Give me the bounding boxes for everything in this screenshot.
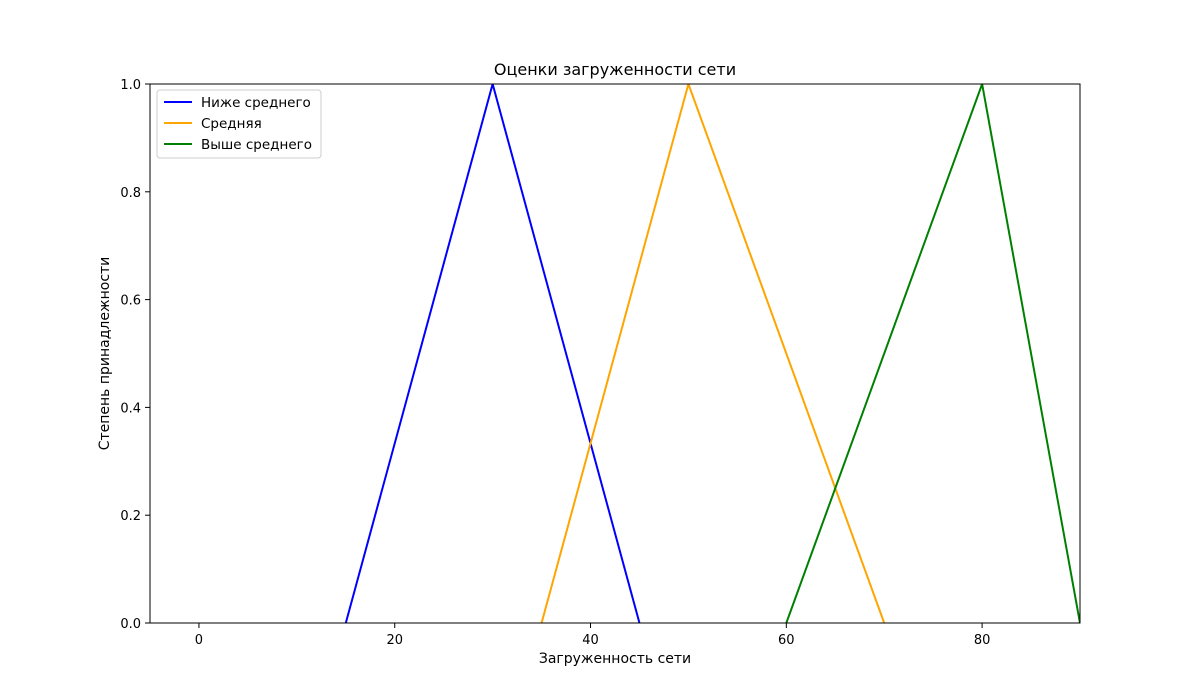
legend-label-1: Ниже среднего — [201, 95, 311, 111]
series-line-1 — [344, 84, 641, 623]
legend: Ниже среднего Средняя Выше среднего — [156, 89, 322, 159]
y-tick-label: 0.8 — [120, 186, 141, 201]
x-tick-label: 40 — [582, 633, 599, 648]
x-tick-label: 0 — [195, 633, 203, 648]
legend-label-2: Средняя — [201, 116, 262, 132]
series-line-3 — [785, 84, 1080, 623]
y-axis-label: Степень принадлежности — [97, 257, 113, 451]
plot-frame — [149, 83, 1081, 624]
x-tick-label: 80 — [974, 633, 991, 648]
y-tick-label: 0.4 — [120, 401, 141, 416]
legend-label-3: Выше среднего — [201, 137, 312, 153]
x-tick-label: 60 — [778, 633, 795, 648]
y-tick-label: 1.0 — [120, 78, 141, 93]
plot-marks — [344, 84, 1080, 623]
x-tick-label: 20 — [386, 633, 403, 648]
legend-box — [156, 89, 322, 159]
series-line-2 — [540, 84, 886, 623]
y-tick-label: 0.6 — [120, 294, 141, 309]
y-axis-ticks: 0.0 0.2 0.4 0.6 0.8 1.0 — [120, 78, 150, 632]
chart-title: Оценки загруженности сети — [494, 60, 736, 79]
y-tick-label: 0.2 — [120, 509, 141, 524]
x-axis-ticks: 0 20 40 60 80 — [195, 623, 991, 648]
x-axis-label: Загруженность сети — [539, 651, 691, 667]
y-tick-label: 0.0 — [120, 617, 141, 632]
